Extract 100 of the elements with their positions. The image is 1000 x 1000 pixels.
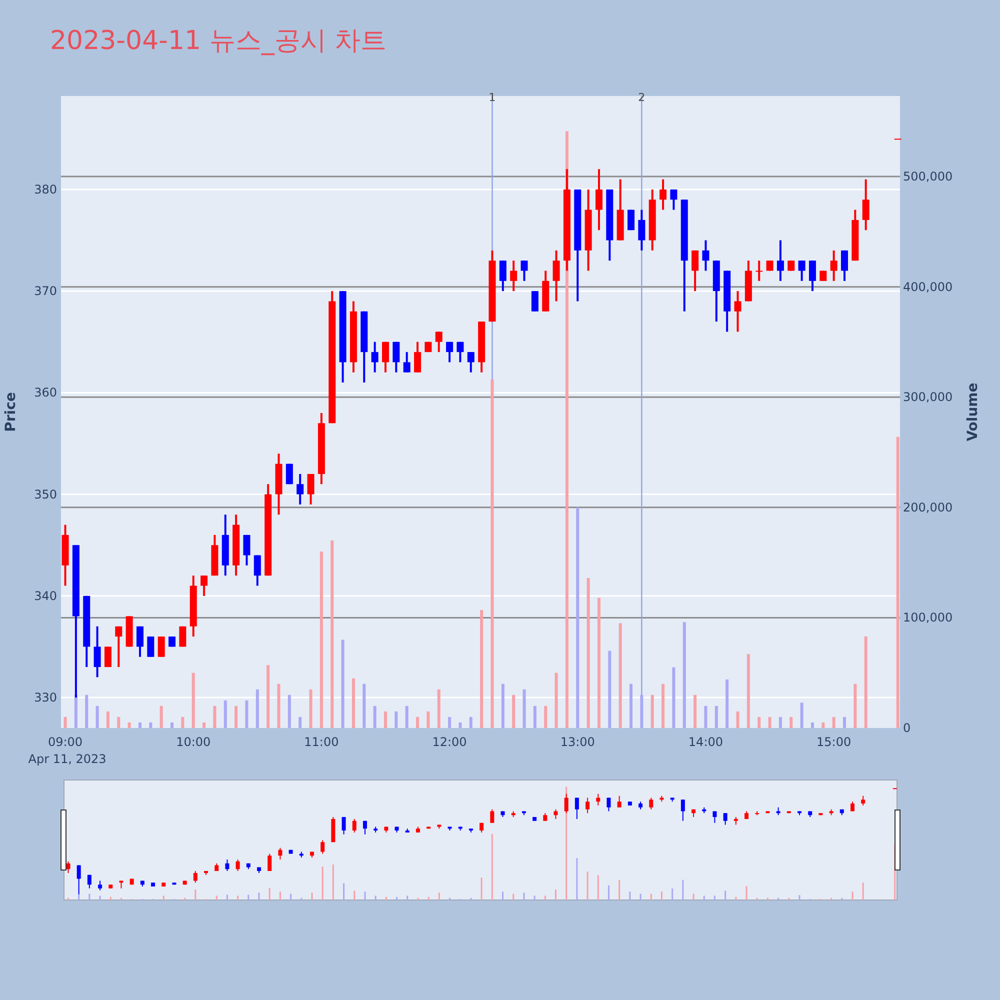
bar [790,716,793,728]
x-tick-label: 11:00 [304,735,339,749]
bar [394,711,398,728]
bar [512,694,516,728]
candlestick [531,290,538,312]
bar [106,711,110,728]
candlestick [840,249,848,282]
bar [522,689,526,728]
candlestick [862,178,870,232]
candlestick [243,534,250,566]
bar [694,694,697,728]
bar [213,706,216,728]
candlestick [510,260,518,292]
x-tick-label: 13:00 [560,735,595,749]
y2-tick-label: 300,000 [903,390,953,404]
bar [416,716,420,728]
y2-tick-label: 200,000 [903,500,953,514]
candlestick [756,260,763,282]
bar [758,716,761,728]
bar [597,598,600,728]
y-tick-label: 360 [34,386,57,400]
bar [96,706,99,728]
bar [896,436,900,728]
bar [85,694,88,728]
candlestick [702,239,710,272]
bar [266,665,270,728]
candlestick [520,260,528,282]
y-tick-label: 330 [34,690,57,705]
bar [501,684,504,728]
candlestick [307,472,314,506]
candlestick [403,351,410,374]
y2-axis-title: Volume [965,382,981,442]
bar [277,684,280,728]
bar [469,716,472,728]
bar [202,722,206,728]
bar [362,684,366,728]
bar [309,689,312,728]
bar [298,716,302,728]
y-tick-label: 370 [34,284,57,298]
bar [224,700,227,728]
ref-line-label: 1 [488,91,496,104]
candlestick [147,636,154,658]
bar [234,706,238,728]
candlestick [414,340,422,374]
candlestick [456,340,464,364]
bar [832,716,836,728]
candlestick [467,351,474,374]
y-tick-label: 340 [34,588,57,603]
bar [726,679,729,728]
candlestick [254,554,261,587]
bar [74,694,78,728]
bar [405,706,408,728]
bar [854,684,857,728]
candlestick [200,574,208,597]
bar [672,667,676,728]
x-tick-label: 12:00 [432,735,467,749]
y-tick-label: 380 [34,182,57,196]
bar [704,706,708,728]
bar [117,716,120,728]
candlestick [296,472,304,506]
candlestick [158,636,165,658]
bar [149,722,152,728]
bar [330,540,334,728]
bar [842,716,846,728]
candlestick [638,208,646,252]
bar [256,689,259,728]
bar [245,700,248,728]
candlestick [435,330,442,354]
bar [746,654,750,728]
candlestick [595,168,602,232]
bar [576,507,580,728]
bar [138,722,142,728]
candlestick [798,260,806,282]
candlestick [776,239,784,282]
y2-tick-label: 0 [903,721,911,735]
candlestick [692,249,699,292]
bar [490,379,494,728]
candlestick [446,340,454,364]
chart-title: 2023-04-11 뉴스_공시 차트 [50,26,387,56]
bar [160,706,163,728]
bar [618,623,622,728]
candlestick [734,290,742,333]
bar [608,650,612,728]
bar [864,636,868,728]
bar [320,552,323,728]
bar [170,722,174,728]
y-tick-label: 350 [34,487,57,502]
y2-tick-label: 500,000 [903,170,953,184]
candlestick [115,625,122,668]
candlestick [104,646,112,668]
bar [650,694,654,728]
bar [373,706,376,728]
bar [480,610,484,728]
bar [800,702,804,728]
candlestick [808,260,816,292]
bar [458,722,462,728]
bar [181,716,184,728]
candlestick [830,249,838,282]
bar [128,722,131,728]
bar [533,706,536,728]
